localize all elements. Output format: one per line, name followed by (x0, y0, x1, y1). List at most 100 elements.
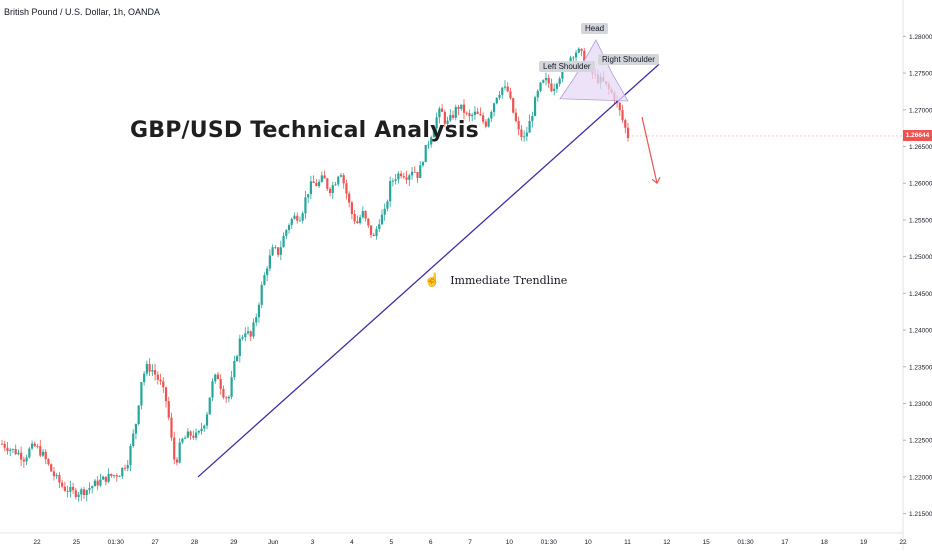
candle-body (577, 48, 580, 53)
candle-body (561, 69, 564, 79)
x-tick-label: 22 (33, 539, 41, 546)
x-tick-label: 5 (389, 539, 393, 546)
candle-body (503, 86, 507, 88)
candle-body (194, 432, 198, 438)
candle-body (501, 87, 504, 95)
candle-body (290, 219, 293, 226)
y-tick-label: 1.22000 (909, 474, 932, 481)
candle-body (0, 443, 4, 445)
candle-body (361, 210, 364, 218)
x-tick-label: 27 (151, 539, 159, 546)
candle-body (359, 217, 362, 224)
candle-body (181, 438, 184, 443)
candle-body (263, 275, 266, 285)
candle-body (408, 175, 411, 180)
candle-body (405, 177, 408, 180)
candle-body (69, 486, 72, 492)
candle-body (621, 110, 624, 121)
candle-body (96, 480, 99, 486)
candle-body (410, 171, 414, 176)
candle-body (490, 112, 493, 119)
candle-body (115, 475, 118, 477)
candle-body (348, 193, 351, 203)
y-tick-label: 1.21500 (909, 511, 932, 518)
candle-body (618, 102, 621, 111)
candle-body (61, 482, 64, 487)
x-tick-label: 25 (73, 539, 81, 546)
candle-body (205, 414, 209, 426)
candle-body (41, 451, 45, 456)
candle-body (626, 127, 630, 139)
candle-body (137, 405, 140, 425)
candle-body (227, 396, 230, 399)
pointing-hand-icon: ☝ (424, 273, 441, 288)
y-tick-label: 1.26500 (909, 144, 932, 151)
candle-body (512, 98, 515, 113)
candle-body (156, 374, 159, 380)
candle-body (441, 108, 444, 112)
candle-body (268, 255, 271, 269)
candle-body (375, 229, 378, 237)
candle-body (320, 175, 323, 182)
candle-body (47, 459, 50, 465)
pattern-label-left-shoulder: Left Shoulder (539, 61, 595, 72)
candle-body (184, 437, 187, 439)
candle-body (192, 435, 195, 438)
candle-body (397, 173, 400, 180)
y-tick-label: 1.23000 (909, 401, 932, 408)
candle-body (274, 247, 277, 249)
candle-body (547, 78, 550, 84)
candle-body (77, 494, 80, 497)
candle-body (74, 490, 77, 497)
candle-body (162, 381, 165, 388)
candle-body (39, 446, 42, 456)
candle-body (225, 397, 228, 399)
candle-body (260, 284, 263, 305)
candle-body (257, 304, 261, 318)
candle-body (331, 185, 334, 194)
candle-body (126, 465, 129, 469)
y-tick-label: 1.22500 (909, 438, 932, 445)
trendline-label: Immediate Trendline (450, 274, 568, 287)
candle-body (197, 431, 200, 433)
candle-body (386, 201, 389, 209)
candle-body (492, 103, 496, 113)
candle-body (624, 120, 627, 128)
candle-body (301, 213, 304, 221)
candle-body (339, 175, 343, 177)
x-tick-label: 4 (350, 539, 354, 546)
candle-body (22, 459, 25, 462)
x-tick-label: 01:30 (541, 539, 558, 546)
y-tick-label: 1.27500 (909, 71, 932, 78)
candle-body (487, 118, 490, 127)
candle-body (104, 476, 107, 482)
candle-body (153, 370, 157, 375)
candle-body (380, 214, 384, 225)
candle-body (367, 218, 370, 226)
candle-body (110, 473, 113, 476)
candle-body (238, 338, 241, 357)
candle-body (391, 180, 395, 182)
x-tick-label: 01:30 (737, 539, 754, 546)
candle-body (151, 370, 154, 372)
candle-body (17, 452, 20, 455)
x-tick-label: 3 (311, 539, 315, 546)
x-tick-label: 10 (584, 539, 592, 546)
candle-body (14, 448, 17, 455)
candle-body (309, 181, 312, 195)
candle-body (30, 443, 34, 449)
candle-body (416, 172, 419, 178)
candle-body (462, 104, 466, 113)
candle-body (102, 476, 105, 480)
candle-body (208, 397, 211, 415)
candle-body (145, 364, 148, 374)
candle-body (506, 86, 509, 92)
candle-body (457, 106, 460, 109)
trendline-note: ☝ Immediate Trendline (424, 274, 567, 287)
immediate-trendline (197, 63, 660, 478)
candle-body (539, 82, 542, 91)
candle-body (430, 137, 433, 145)
x-tick-label: 12 (663, 539, 671, 546)
